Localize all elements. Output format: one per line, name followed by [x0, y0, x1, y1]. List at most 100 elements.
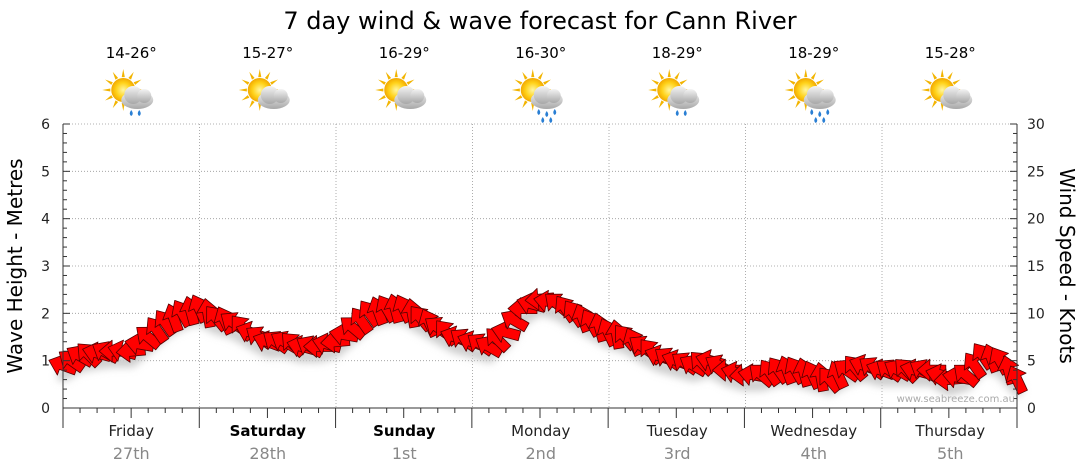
sun-ray — [270, 79, 278, 85]
temp-range-label: 14-26° — [106, 44, 157, 62]
temp-range-label: 16-29° — [379, 44, 430, 62]
temp-range-label: 15-28° — [925, 44, 976, 62]
sun-ray — [385, 100, 392, 109]
temp-range-label: 18-29° — [788, 44, 839, 62]
sun-ray — [531, 69, 535, 78]
day-name-label: Wednesday — [770, 422, 857, 440]
day-name-label: Tuesday — [646, 422, 708, 440]
sun-ray — [378, 95, 386, 101]
y-tick-label-left: 4 — [41, 212, 50, 228]
sun-ray — [514, 79, 523, 85]
chart-title: 7 day wind & wave forecast for Cann Rive… — [283, 7, 796, 35]
sun-ray — [258, 69, 262, 78]
temp-range-label: 16-30° — [515, 44, 566, 62]
y-axis-title-left: Wave Height - Metres — [3, 158, 27, 373]
rain-drop — [541, 117, 545, 123]
day-name-label: Saturday — [230, 422, 307, 440]
sun-ray — [952, 79, 961, 85]
sun-ray — [679, 79, 688, 85]
sun-ray — [406, 79, 415, 85]
cloud-shape — [257, 86, 290, 109]
sun-cloud-icon — [238, 69, 290, 111]
sun-ray — [648, 88, 657, 92]
rain-drop — [826, 109, 830, 115]
sun-ray — [133, 79, 142, 85]
sun-ray — [385, 71, 392, 80]
sun-ray — [947, 71, 953, 80]
cloud-shape — [803, 86, 836, 109]
y-tick-label-right: 20 — [1027, 212, 1045, 228]
cloud-shape — [121, 86, 154, 109]
wind-arrows — [48, 287, 1028, 395]
day-name-label: Thursday — [914, 422, 985, 440]
sun-ray — [931, 71, 938, 80]
y-tick-label-right: 0 — [1027, 401, 1036, 417]
sun-ray — [105, 79, 113, 85]
sun-ray — [264, 71, 271, 80]
sun-cloud-rain-icon — [784, 69, 836, 123]
wind-arrow — [501, 309, 530, 333]
rain-drop — [810, 109, 814, 115]
sun-ray — [241, 95, 250, 101]
sun-ray — [401, 71, 407, 80]
sun-ray — [394, 69, 398, 78]
rain-drop — [683, 110, 687, 116]
day-date-label: 1st — [392, 444, 417, 463]
day-labels: Friday 27th Saturday 28th Sunday 1st Monday 2nd… — [109, 422, 986, 463]
chart-axes: 0 1 2 3 4 5 6 0 5 10 15 20 25 30 — [41, 117, 1045, 428]
sun-ray — [651, 95, 659, 101]
day-date-label: 5th — [937, 444, 964, 463]
cloud-shape — [394, 86, 427, 109]
day-name-label: Sunday — [373, 422, 436, 440]
sun-ray — [249, 71, 255, 80]
sun-ray — [784, 88, 793, 92]
sun-ray — [511, 88, 520, 92]
day-name-label: Monday — [511, 422, 570, 440]
y-tick-label-right: 5 — [1027, 354, 1036, 370]
sun-ray — [651, 79, 659, 85]
sun-ray — [514, 95, 523, 101]
sun-ray — [128, 71, 134, 80]
y-tick-label-left: 0 — [41, 401, 50, 417]
rain-drop — [814, 117, 818, 123]
sun-ray — [667, 69, 671, 78]
sun-ray — [658, 100, 665, 109]
sun-ray — [241, 79, 250, 85]
sun-ray — [940, 69, 944, 78]
sun-ray — [810, 71, 817, 80]
sun-ray — [658, 71, 665, 80]
cloud-shape — [530, 86, 563, 109]
rain-drop — [545, 111, 549, 117]
sun-cloud-showers-icon — [102, 69, 154, 116]
rain-drop — [137, 110, 141, 116]
sun-ray — [931, 100, 938, 109]
sun-ray — [112, 71, 119, 80]
rain-drop — [549, 117, 553, 123]
sun-ray — [674, 71, 680, 80]
y-tick-label-right: 25 — [1027, 164, 1045, 180]
day-date-label: 2nd — [526, 444, 556, 463]
sun-ray — [921, 88, 930, 92]
sun-ray — [924, 95, 932, 101]
y-tick-label-left: 5 — [41, 164, 50, 180]
day-date-label: 28th — [249, 444, 286, 463]
sun-ray — [249, 100, 255, 109]
sun-ray — [924, 79, 932, 85]
y-tick-label-right: 15 — [1027, 259, 1045, 275]
sun-ray — [787, 95, 796, 101]
rain-drop — [129, 110, 133, 116]
sun-ray — [804, 69, 808, 78]
day-date-label: 4th — [800, 444, 827, 463]
sun-cloud-icon — [375, 69, 427, 111]
sun-ray — [102, 88, 111, 92]
sun-ray — [375, 88, 384, 92]
y-tick-label-right: 30 — [1027, 117, 1045, 133]
sun-ray — [522, 71, 528, 80]
sun-ray — [795, 100, 801, 109]
sun-ray — [121, 69, 125, 78]
y-tick-label-left: 6 — [41, 117, 50, 133]
chart-grid — [63, 123, 1017, 408]
sun-ray — [816, 79, 824, 85]
day-name-label: Friday — [109, 422, 155, 440]
